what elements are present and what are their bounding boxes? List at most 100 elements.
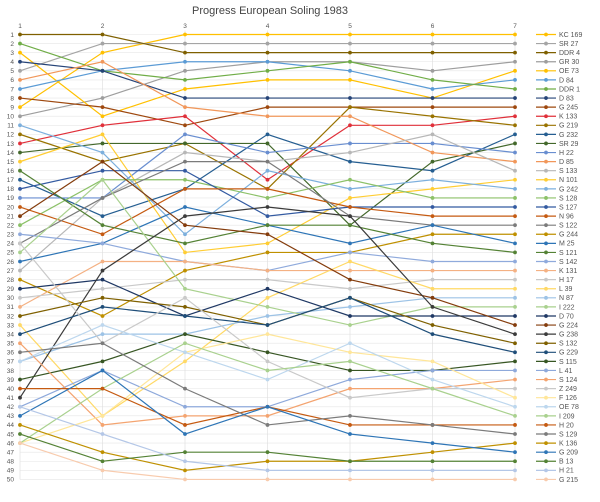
data-point [348,395,352,400]
y-tick-label: 39 [7,377,15,384]
data-point [183,277,187,282]
legend-marker [544,259,548,264]
data-point [265,295,270,300]
data-point [430,232,435,237]
legend-item: GR 30 [536,59,579,66]
y-tick-label: 37 [7,359,15,366]
data-point [430,214,435,219]
data-point [18,87,22,91]
data-point [265,268,270,273]
data-point [513,305,517,309]
data-point [265,241,270,246]
data-point [100,323,105,327]
legend-label: I 209 [559,413,575,420]
data-point [183,105,187,110]
legend-label: S 127 [559,204,577,211]
data-point [348,41,352,46]
series-d-83 [18,59,517,100]
data-point [265,223,270,228]
legend-item: N 101 [536,177,578,184]
y-tick-label: 20 [7,204,15,211]
legend-item: G 232 [536,132,578,139]
data-point [183,450,187,455]
y-tick-label: 47 [7,449,15,456]
data-point [18,268,22,273]
data-point [348,314,352,318]
series-n-96 [18,186,517,237]
legend-item: S 128 [536,195,577,202]
legend-label: H 21 [559,468,574,475]
data-point [348,423,352,427]
series-s-121 [18,168,517,255]
data-point [348,477,352,482]
legend-label: DDR 1 [559,86,580,93]
legend-marker [544,250,548,255]
x-tick-label: 4 [266,23,270,30]
data-point [183,413,187,418]
data-point [513,350,517,355]
data-point [100,332,105,337]
data-point [18,395,22,400]
y-tick-label: 10 [7,114,15,121]
legend-label: K 136 [559,441,577,448]
chart-title: Progress European Soling 1983 [192,5,348,17]
legend-item: L 41 [536,368,572,375]
y-tick-label: 1 [10,32,14,39]
data-point [513,259,517,264]
legend-item: D 70 [536,313,574,320]
series-kc-169 [18,32,517,110]
y-tick-label: 38 [7,368,15,375]
y-tick-label: 21 [7,213,15,220]
y-tick-label: 30 [7,295,15,302]
data-point [183,295,187,300]
data-point [183,177,187,182]
series-g-229 [18,295,517,355]
data-point [100,277,105,282]
data-point [430,450,435,455]
y-tick-label: 19 [7,195,15,202]
series-g-245 [18,96,517,128]
data-point [513,413,517,418]
data-point [513,277,517,282]
data-point [513,87,517,91]
legend-item: S 121 [536,250,577,257]
data-point [513,141,517,146]
legend-marker [544,341,548,346]
data-point [100,96,105,100]
data-point [18,68,22,73]
data-point [513,314,517,318]
legend-label: SR 29 [559,141,579,148]
series-g-238 [18,205,517,400]
legend-label: G 238 [559,332,578,339]
series-ddr-4 [18,32,517,55]
data-point [430,468,435,473]
data-point [265,114,270,119]
data-point [18,223,22,228]
legend-marker [544,96,548,100]
legend-marker [544,87,548,91]
data-point [348,432,352,436]
data-point [18,359,22,364]
legend: KC 169 SR 27 DDR 4 GR 30 OE 73 D 84 DDR 1 D 83 G… [536,32,582,484]
legend-item: H 17 [536,277,574,284]
data-point [348,259,352,264]
legend-marker [544,305,548,309]
legend-label: D 70 [559,313,574,320]
data-point [265,196,270,200]
y-tick-label: 32 [7,313,15,320]
data-point [18,123,22,128]
legend-item: N 87 [536,295,574,302]
data-point [183,186,187,191]
legend-marker [544,268,548,273]
legend-label: F 126 [559,395,577,402]
data-point [513,68,517,73]
data-point [265,359,270,364]
legend-marker [544,459,548,464]
data-point [265,205,270,209]
data-point [430,332,435,337]
data-point [18,295,22,300]
series-oe-78 [18,323,517,409]
data-point [183,132,187,137]
data-point [513,368,517,373]
